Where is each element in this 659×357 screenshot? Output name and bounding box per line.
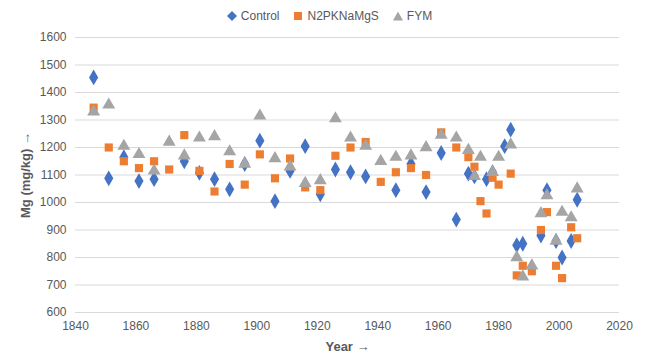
svg-text:1840: 1840 [62,319,89,333]
svg-text:1000: 1000 [40,195,67,209]
svg-text:Year →: Year → [325,339,369,354]
svg-text:1100: 1100 [41,168,67,182]
svg-text:1940: 1940 [364,319,391,333]
svg-text:900: 900 [46,223,66,237]
svg-text:2020: 2020 [606,319,633,333]
svg-text:1880: 1880 [183,319,210,333]
svg-text:700: 700 [46,278,66,292]
svg-text:1200: 1200 [40,140,67,154]
svg-text:2000: 2000 [546,319,573,333]
svg-text:1960: 1960 [425,319,452,333]
svg-text:1860: 1860 [123,319,150,333]
svg-text:1300: 1300 [40,113,67,127]
svg-text:Mg (mg/kg) →: Mg (mg/kg) → [18,132,33,218]
svg-text:600: 600 [46,305,66,319]
svg-text:1980: 1980 [485,319,512,333]
html-text:FYM: FYM [406,8,433,23]
svg-text:1500: 1500 [40,58,67,72]
svg-text:1920: 1920 [304,319,331,333]
html-text:Control: Control [240,8,280,23]
svg-text:800: 800 [46,250,66,264]
svg-text:1600: 1600 [40,30,67,44]
html-text:N2PKNaMgS: N2PKNaMgS [307,8,379,23]
svg-text:1400: 1400 [40,85,67,99]
svg-text:1900: 1900 [243,319,270,333]
